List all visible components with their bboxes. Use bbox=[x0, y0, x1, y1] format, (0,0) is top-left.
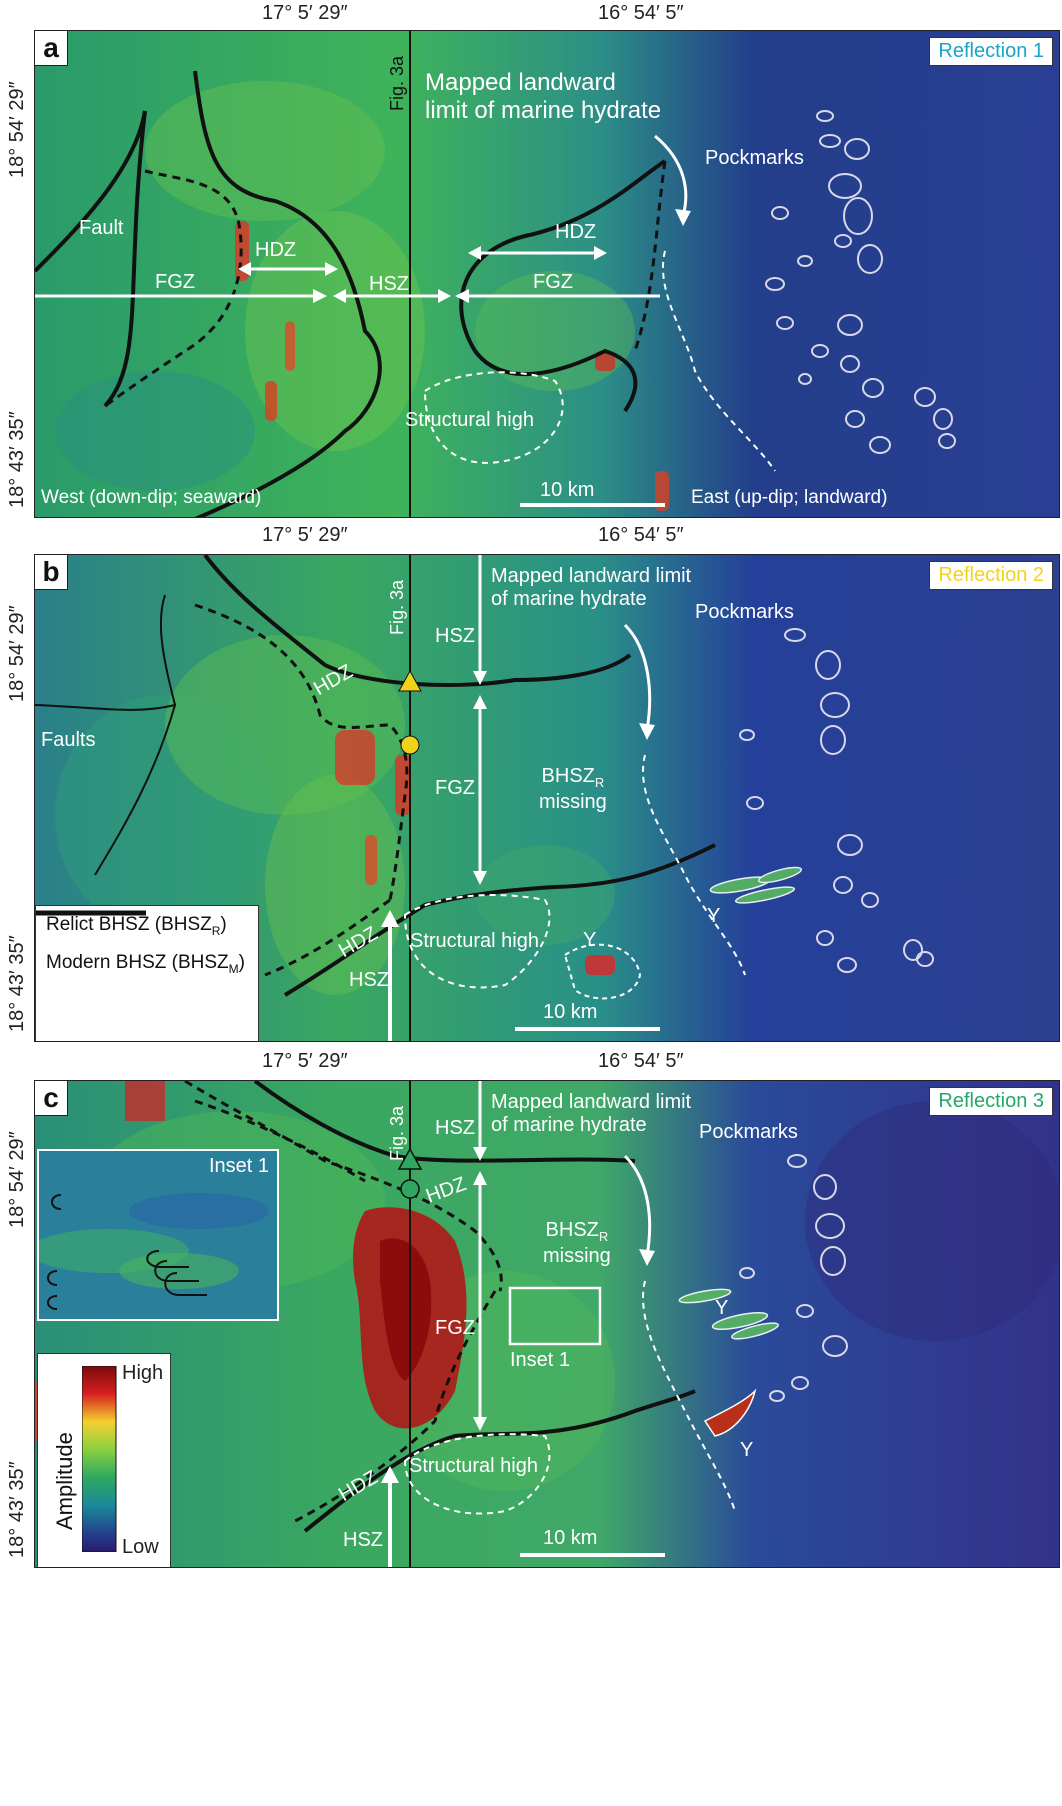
amplitude-colorbar: Amplitude High Low bbox=[37, 1353, 171, 1567]
fig-ref-c: Fig. 3a bbox=[387, 1105, 407, 1161]
hsz-label-b-top: HSZ bbox=[435, 625, 475, 647]
structural-high-label-b: Structural high bbox=[410, 930, 539, 952]
hsz-label-c-bottom: HSZ bbox=[343, 1529, 383, 1551]
inset-1-panel: Inset 1 bbox=[37, 1149, 279, 1321]
reflection-label-c: Reflection 3 bbox=[929, 1087, 1053, 1116]
hdz-label-a-left: HDZ bbox=[255, 239, 297, 261]
lon-label-c-left: 17° 5′ 29″ bbox=[262, 1050, 348, 1072]
east-label: East (up-dip; landward) bbox=[691, 487, 888, 508]
faults-label-b: Faults bbox=[41, 729, 96, 751]
panel-letter-b: b bbox=[35, 555, 68, 590]
colorbar-low-label: Low bbox=[122, 1536, 159, 1558]
panel-b-map bbox=[35, 555, 1059, 1041]
pockmarks-label-a: Pockmarks bbox=[705, 147, 804, 169]
lat-label-a-bottom: 18° 43′ 35″ bbox=[6, 411, 28, 508]
lon-label-a-right: 16° 54′ 5″ bbox=[598, 2, 684, 24]
hsz-label-b-bottom: HSZ bbox=[349, 969, 389, 991]
west-label: West (down-dip; seaward) bbox=[41, 487, 262, 508]
fgz-label-b: FGZ bbox=[435, 777, 475, 799]
scale-label-a: 10 km bbox=[540, 479, 595, 501]
hydrate-limit-label-a: Mapped landward limit of marine hydrate bbox=[425, 69, 662, 124]
lon-label-b-left: 17° 5′ 29″ bbox=[262, 524, 348, 546]
structural-high-label-c: Structural high bbox=[409, 1455, 538, 1477]
lon-label-c-right: 16° 54′ 5″ bbox=[598, 1050, 684, 1072]
bhszr-missing-label-b: BHSZR missing bbox=[539, 765, 607, 814]
scale-label-c: 10 km bbox=[543, 1527, 598, 1549]
y-label-b-1: Y bbox=[583, 929, 597, 951]
inset-box-label-c: Inset 1 bbox=[510, 1349, 571, 1371]
colorbar-gradient bbox=[82, 1366, 117, 1552]
legend-relict-label: Relict BHSZ (BHSZR) bbox=[46, 914, 227, 938]
fgz-label-a-right: FGZ bbox=[533, 271, 573, 293]
bhszr-missing-label-c: BHSZR missing bbox=[543, 1219, 611, 1268]
bhszr-missing-b-main: BHSZ bbox=[541, 765, 595, 787]
bhszr-missing-c-sub: R bbox=[598, 1229, 609, 1244]
colorbar-title: Amplitude bbox=[52, 1432, 77, 1530]
pockmarks-label-c: Pockmarks bbox=[699, 1121, 798, 1143]
panel-c: c Reflection 3 Fig. 3a Mapped landward l… bbox=[34, 1080, 1060, 1568]
hsz-label-c-top: HSZ bbox=[435, 1117, 475, 1139]
bhszr-missing-b-tail: missing bbox=[539, 790, 607, 813]
pockmarks-label-b: Pockmarks bbox=[695, 601, 794, 623]
reflection-label-b: Reflection 2 bbox=[929, 561, 1053, 590]
lat-label-b-top: 18° 54′ 29″ bbox=[6, 605, 28, 702]
fgz-label-a-left: FGZ bbox=[155, 271, 195, 293]
scale-label-b: 10 km bbox=[543, 1001, 598, 1023]
reflection-label-a: Reflection 1 bbox=[929, 37, 1053, 66]
panel-letter-a: a bbox=[35, 31, 68, 66]
fig-ref-b: Fig. 3a bbox=[387, 579, 407, 635]
panel-a-map bbox=[35, 31, 1059, 517]
pockmark-outlines-c bbox=[739, 1154, 848, 1402]
lat-label-c-bottom: 18° 43′ 35″ bbox=[6, 1461, 28, 1558]
fgz-label-c: FGZ bbox=[435, 1317, 475, 1339]
inset-1-title: Inset 1 bbox=[208, 1155, 269, 1177]
inset-1-image bbox=[39, 1151, 277, 1319]
legend-modern-label: Modern BHSZ (BHSZM) bbox=[46, 951, 245, 976]
fault-label-a: Fault bbox=[79, 217, 124, 239]
y-label-c-1: Y bbox=[715, 1297, 729, 1319]
pockmark-outlines-b bbox=[739, 628, 934, 973]
bhszr-missing-c-tail: missing bbox=[543, 1244, 611, 1267]
lon-label-b-right: 16° 54′ 5″ bbox=[598, 524, 684, 546]
y-features-b bbox=[709, 866, 803, 904]
hydrate-limit-label-c: Mapped landward limit of marine hydrate bbox=[491, 1091, 692, 1136]
bhsz-legend: Relict BHSZ (BHSZR) Modern BHSZ (BHSZM) bbox=[35, 905, 259, 1041]
panel-b: b Reflection 2 Fig. 3a Mapped landward l… bbox=[34, 554, 1060, 1042]
lat-label-b-bottom: 18° 43′ 35″ bbox=[6, 935, 28, 1032]
y-label-c-2: Y bbox=[740, 1439, 754, 1461]
bhszr-missing-c-main: BHSZ bbox=[545, 1219, 599, 1241]
y-label-b-2: Y bbox=[707, 905, 721, 927]
panel-letter-c: c bbox=[35, 1081, 68, 1116]
colorbar-high-label: High bbox=[122, 1362, 164, 1384]
lat-label-c-top: 18° 54′ 29″ bbox=[6, 1131, 28, 1228]
panel-a: a Reflection 1 Fig. 3a Mapped landward l… bbox=[34, 30, 1060, 518]
structural-high-label-a: Structural high bbox=[405, 409, 534, 431]
bhszr-missing-b-sub: R bbox=[594, 775, 605, 790]
lon-label-a-left: 17° 5′ 29″ bbox=[262, 2, 348, 24]
y-features-c bbox=[678, 1288, 779, 1340]
lat-label-a-top: 18° 54′ 29″ bbox=[6, 81, 28, 178]
hdz-label-a-right: HDZ bbox=[555, 221, 597, 243]
legend-modern-line bbox=[36, 910, 146, 916]
hsz-label-a: HSZ bbox=[369, 273, 409, 295]
pockmark-outlines-a bbox=[765, 110, 956, 454]
fig-ref-a: Fig. 3a bbox=[387, 55, 407, 111]
hydrate-limit-label-b: Mapped landward limit of marine hydrate bbox=[491, 565, 692, 610]
